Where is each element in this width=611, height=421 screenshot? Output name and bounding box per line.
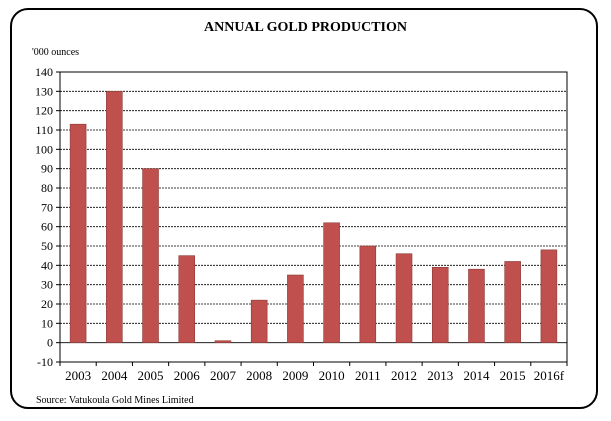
chart-title: ANNUAL GOLD PRODUCTION — [203, 20, 407, 35]
y-tick-label: 130 — [35, 84, 53, 98]
x-tick-label: 2010 — [319, 368, 345, 383]
x-tick-label: 2009 — [282, 368, 308, 383]
x-tick-label: 2006 — [174, 368, 201, 383]
y-tick-label: 10 — [41, 316, 53, 330]
x-tick-label: 2004 — [101, 368, 128, 383]
y-tick-label: -10 — [37, 355, 53, 369]
bar — [142, 168, 159, 343]
bar — [250, 299, 268, 343]
y-tick-label: 120 — [35, 104, 53, 118]
bar — [323, 222, 340, 343]
bar — [69, 123, 87, 343]
y-tick-label: 70 — [41, 200, 53, 214]
x-tick-label: 2016f — [534, 368, 565, 383]
plot-area — [59, 71, 568, 363]
x-tick-label: 2013 — [427, 368, 453, 383]
y-tick-label: 100 — [35, 142, 53, 156]
bar — [178, 255, 196, 343]
bar — [540, 249, 558, 343]
y-tick-label: 60 — [41, 220, 53, 234]
bar — [106, 91, 123, 343]
y-tick-label: 80 — [41, 181, 53, 195]
bar — [287, 274, 304, 343]
y-tick-label: 140 — [35, 65, 53, 79]
y-tick-label: 0 — [47, 336, 53, 350]
y-tick-label: 30 — [41, 278, 53, 292]
y-tick-label: 110 — [35, 123, 53, 137]
bar — [359, 245, 377, 343]
x-tick-label: 2014 — [463, 368, 490, 383]
y-tick-label: 50 — [41, 239, 53, 253]
x-tick-label: 2007 — [210, 368, 237, 383]
y-tick-label: 40 — [41, 258, 53, 272]
x-tick-label: 2003 — [65, 368, 91, 383]
bar — [468, 268, 485, 343]
x-tick-label: 2012 — [391, 368, 417, 383]
bar — [214, 340, 232, 343]
x-tick-label: 2008 — [246, 368, 272, 383]
source-note: Source: Vatukoula Gold Mines Limited — [36, 395, 194, 406]
y-tick-label: 20 — [41, 297, 53, 311]
bar — [395, 253, 413, 343]
bar — [431, 266, 449, 343]
y-axis-unit-label: '000 ounces — [32, 47, 80, 58]
bar — [504, 261, 521, 343]
y-tick-label: 90 — [41, 162, 53, 176]
x-tick-label: 2011 — [355, 368, 381, 383]
x-tick-label: 2005 — [138, 368, 164, 383]
x-tick-label: 2015 — [500, 368, 526, 383]
